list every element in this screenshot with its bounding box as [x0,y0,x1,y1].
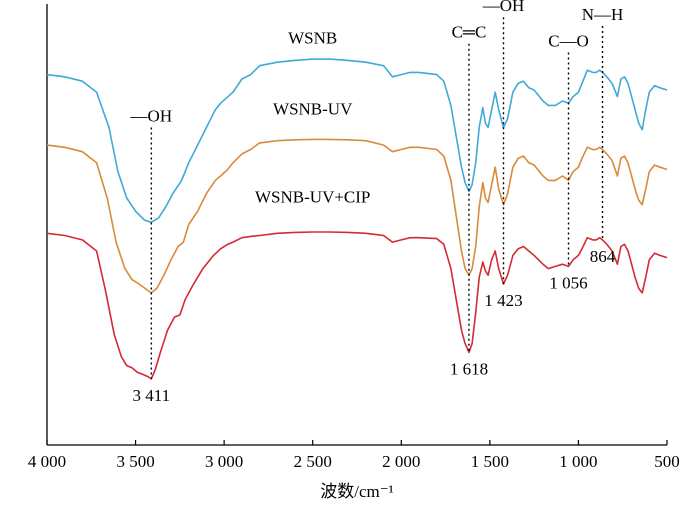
annotation-group-label: —OH [482,0,525,15]
series-line [46,58,668,224]
series-line [46,138,668,294]
annotation-wavenumber: 1 056 [549,273,587,292]
annotation-group-label: C—O [548,32,589,51]
series-label: WSNB-UV [273,99,353,118]
annotation-group-label: C═C [452,23,487,42]
x-tick-label: 2 000 [382,452,420,471]
series-labels: WSNB WSNB-UV WSNB-UV+CIP [255,29,370,207]
x-tick-label: 2 500 [294,452,332,471]
axes: 4 000 3 500 3 000 2 500 2 000 1 500 1 000 500 [28,4,680,471]
series-group [46,58,668,380]
series-label: WSNB [288,29,337,48]
annotation-group-label: N—H [582,5,624,24]
x-tick-label: 3 500 [116,452,154,471]
annotation-wavenumber: 1 618 [450,359,488,378]
series-line [46,231,668,380]
annotation-wavenumber: 3 411 [133,386,171,405]
x-tick-label: 500 [654,452,680,471]
x-tick-label: 1 500 [471,452,509,471]
series-label: WSNB-UV+CIP [255,187,370,206]
x-tick-label: 4 000 [28,452,66,471]
annotation-wavenumber: 1 423 [484,291,522,310]
x-axis-label: 波数/cm⁻¹ [320,482,394,501]
annotations: —OH 3 411 C═C 1 618 —OH 1 423 C—O 1 056 N—H 864 [130,0,624,405]
x-tick-label: 3 000 [205,452,243,471]
annotation-group-label: —OH [130,106,173,125]
x-tick-label: 1 000 [559,452,597,471]
annotation-wavenumber: 864 [590,247,616,266]
